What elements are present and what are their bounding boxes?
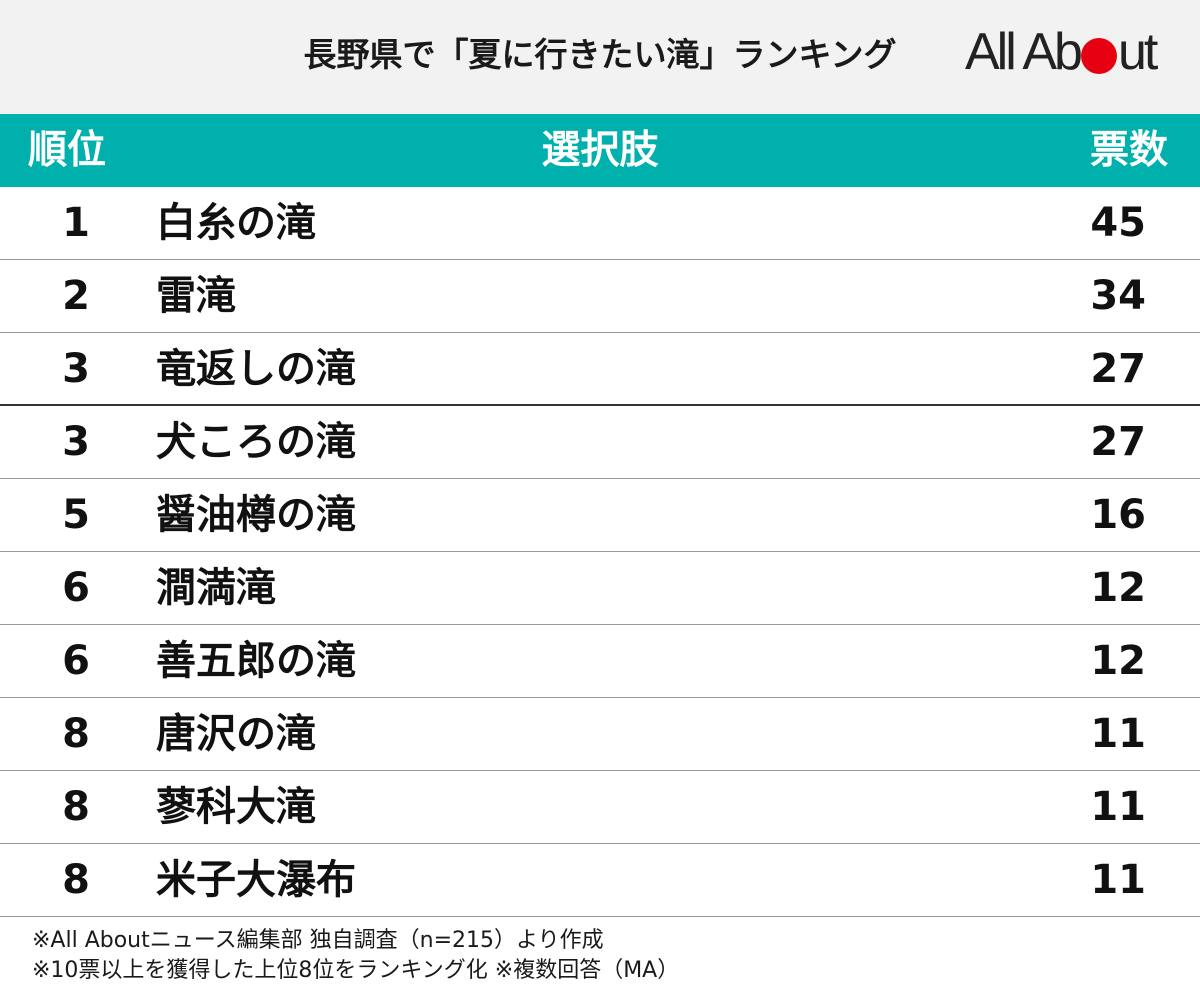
all-about-logo: All Ab ut (965, 22, 1190, 82)
footnote-source: ※All Aboutニュース編集部 独自調査（n=215）より作成 (32, 928, 604, 953)
rank-cell: 6 (62, 565, 90, 611)
rank-cell: 2 (62, 273, 90, 319)
rank-cell: 5 (62, 492, 90, 538)
header-choice: 選択肢 (541, 128, 659, 173)
table-header: 順位 選択肢 票数 (0, 114, 1200, 187)
rank-cell: 3 (62, 346, 90, 392)
table-row: 3 犬ころの滝 27 (0, 406, 1200, 479)
rank-cell: 8 (62, 711, 90, 757)
table-row: 1 白糸の滝 45 (0, 187, 1200, 260)
waterfall-name-cell: 蓼科大滝 (156, 784, 316, 830)
vote-count-cell: 11 (1090, 857, 1146, 903)
footnote-method: ※10票以上を獲得した上位8位をランキング化 ※複数回答（MA） (32, 958, 680, 983)
rank-cell: 3 (62, 419, 90, 465)
vote-count-cell: 11 (1090, 711, 1146, 757)
waterfall-name-cell: 白糸の滝 (156, 200, 316, 246)
rank-cell: 1 (62, 200, 90, 246)
waterfall-name-cell: 米子大瀑布 (156, 857, 356, 903)
vote-count-cell: 45 (1090, 200, 1146, 246)
vote-count-cell: 11 (1090, 784, 1146, 830)
logo-text-left: All Ab (965, 23, 1083, 81)
vote-count-cell: 12 (1090, 565, 1146, 611)
header-votes: 票数 (1089, 128, 1168, 173)
table-row: 3 竜返しの滝 27 (0, 333, 1200, 406)
waterfall-name-cell: 犬ころの滝 (156, 419, 356, 465)
ranking-table-body: 1 白糸の滝 45 2 雷滝 34 3 竜返しの滝 27 3 犬ころの滝 27 5 醤油樽の滝 16 6 澗満滝… (0, 187, 1200, 917)
table-row: 6 澗満滝 12 (0, 552, 1200, 625)
vote-count-cell: 27 (1090, 419, 1146, 465)
table-row: 2 雷滝 34 (0, 260, 1200, 333)
table-row: 8 唐沢の滝 11 (0, 698, 1200, 771)
rank-cell: 8 (62, 857, 90, 903)
waterfall-name-cell: 善五郎の滝 (156, 638, 356, 684)
footnotes: ※All Aboutニュース編集部 独自調査（n=215）より作成 ※10票以上… (32, 926, 1182, 986)
vote-count-cell: 34 (1090, 273, 1146, 319)
title-band (0, 0, 1200, 114)
vote-count-cell: 27 (1090, 346, 1146, 392)
waterfall-name-cell: 醤油樽の滝 (156, 492, 356, 538)
page-title: 長野県で「夏に行きたい滝」ランキング (303, 35, 897, 74)
logo-red-dot-icon (1080, 38, 1117, 74)
table-row: 8 米子大瀑布 11 (0, 844, 1200, 917)
table-row: 8 蓼科大滝 11 (0, 771, 1200, 844)
vote-count-cell: 16 (1090, 492, 1146, 538)
rank-cell: 8 (62, 784, 90, 830)
vote-count-cell: 12 (1090, 638, 1146, 684)
waterfall-name-cell: 唐沢の滝 (156, 711, 316, 757)
waterfall-name-cell: 澗満滝 (156, 565, 276, 611)
waterfall-name-cell: 竜返しの滝 (156, 346, 356, 392)
table-row: 6 善五郎の滝 12 (0, 625, 1200, 698)
table-row: 5 醤油樽の滝 16 (0, 479, 1200, 552)
rank-cell: 6 (62, 638, 90, 684)
waterfall-name-cell: 雷滝 (156, 273, 236, 319)
header-rank: 順位 (28, 128, 107, 173)
logo-text-right: ut (1117, 23, 1158, 81)
